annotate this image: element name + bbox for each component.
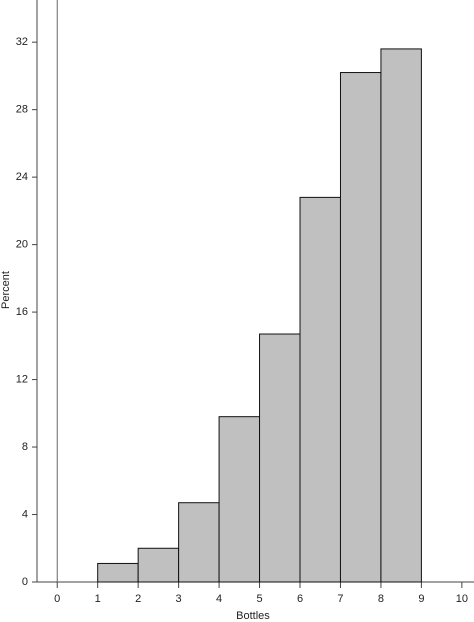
x-tick-label: 5 [256, 593, 262, 605]
x-tick-label: 6 [297, 593, 303, 605]
bar [259, 333, 301, 583]
y-tick-label: 0 [22, 576, 28, 588]
x-tick-label: 0 [54, 593, 60, 605]
y-tick-label: 4 [22, 508, 28, 520]
x-axis-label: Bottles [236, 610, 270, 622]
y-axis-label: Percent [0, 271, 12, 309]
bar [218, 416, 261, 583]
x-tick-label: 2 [135, 593, 141, 605]
y-tick-label: 32 [16, 36, 28, 48]
y-tick-label: 8 [22, 441, 28, 453]
x-tick-label: 10 [456, 593, 468, 605]
x-tick-label: 8 [378, 593, 384, 605]
x-tick-label: 9 [418, 593, 424, 605]
bar [97, 562, 139, 583]
x-tick-label: 7 [337, 593, 343, 605]
y-tick-label: 20 [16, 239, 28, 251]
y-tick-label: 16 [16, 306, 28, 318]
bar [137, 547, 180, 583]
bar [178, 502, 220, 583]
y-tick-label: 24 [16, 171, 28, 183]
bar [339, 72, 382, 583]
x-tick-label: 3 [176, 593, 182, 605]
x-tick-label: 4 [216, 593, 222, 605]
x-tick-label: 1 [95, 593, 101, 605]
y-tick-label: 28 [16, 104, 28, 116]
bar [299, 196, 341, 583]
y-tick-label: 12 [16, 373, 28, 385]
bar [380, 48, 422, 583]
